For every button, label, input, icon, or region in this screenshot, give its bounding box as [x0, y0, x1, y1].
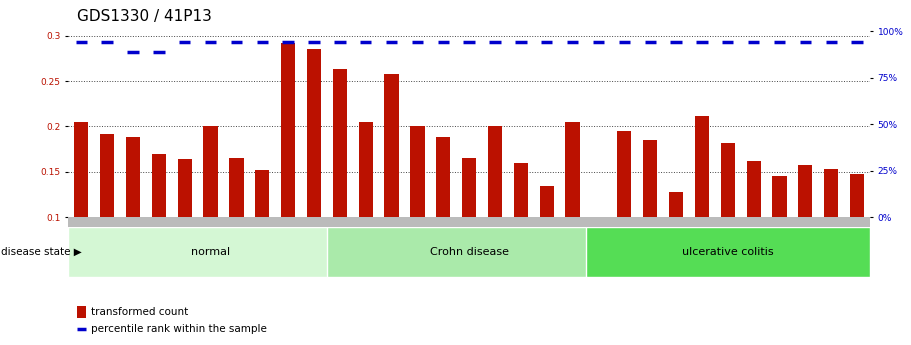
Bar — [695, 116, 709, 308]
Text: disease state ▶: disease state ▶ — [1, 247, 82, 257]
Text: ulcerative colitis: ulcerative colitis — [682, 247, 773, 257]
Bar — [643, 140, 658, 308]
Bar — [824, 169, 838, 308]
Bar — [436, 137, 450, 308]
Bar — [203, 127, 218, 308]
Bar — [100, 134, 114, 308]
Bar — [126, 137, 140, 308]
Bar — [307, 49, 321, 308]
Bar — [178, 159, 192, 308]
Bar — [152, 154, 166, 308]
Bar — [410, 127, 425, 308]
Bar — [514, 163, 528, 308]
Bar — [359, 122, 373, 308]
Bar — [591, 217, 606, 308]
Bar — [798, 165, 813, 308]
Bar — [68, 227, 353, 277]
Bar — [488, 127, 502, 308]
Bar — [773, 176, 786, 308]
Bar — [566, 122, 579, 308]
Bar — [255, 170, 270, 308]
Text: normal: normal — [191, 247, 230, 257]
Bar — [333, 69, 347, 308]
Bar — [281, 43, 295, 308]
Bar — [618, 131, 631, 308]
Bar — [327, 227, 611, 277]
Text: percentile rank within the sample: percentile rank within the sample — [90, 325, 266, 334]
Bar — [462, 158, 476, 308]
Bar — [74, 122, 88, 308]
Text: GDS1330 / 41P13: GDS1330 / 41P13 — [77, 9, 212, 24]
Bar — [77, 306, 87, 318]
Text: transformed count: transformed count — [90, 307, 188, 317]
Bar — [669, 192, 683, 308]
Bar — [230, 158, 243, 308]
Bar — [384, 74, 399, 308]
Bar — [586, 227, 870, 277]
Bar — [850, 174, 865, 308]
Bar — [539, 186, 554, 308]
Bar — [746, 161, 761, 308]
Text: Crohn disease: Crohn disease — [430, 247, 508, 257]
Bar — [721, 143, 735, 308]
